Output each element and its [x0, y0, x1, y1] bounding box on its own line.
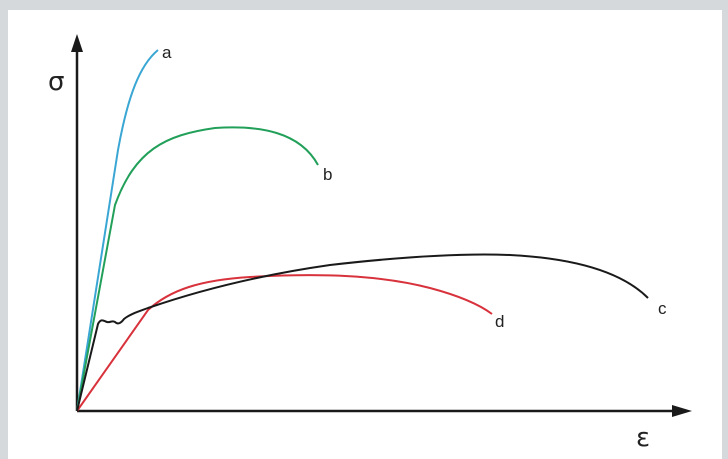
- x-axis-arrow-icon: [672, 405, 692, 417]
- diagram-panel: [8, 10, 722, 459]
- x-axis-symbol: ε: [636, 423, 650, 453]
- curve-c-label: c: [658, 299, 667, 318]
- curve-a: [76, 49, 159, 412]
- curve-b: [76, 126, 319, 412]
- curve-b-label: b: [323, 165, 332, 184]
- curve-d: [76, 274, 493, 412]
- y-axis-symbol: σ: [48, 67, 64, 97]
- curve-d-label: d: [495, 312, 504, 331]
- y-axis-arrow-icon: [71, 34, 83, 52]
- curve-a-label: a: [162, 43, 172, 62]
- curve-c: [76, 253, 649, 412]
